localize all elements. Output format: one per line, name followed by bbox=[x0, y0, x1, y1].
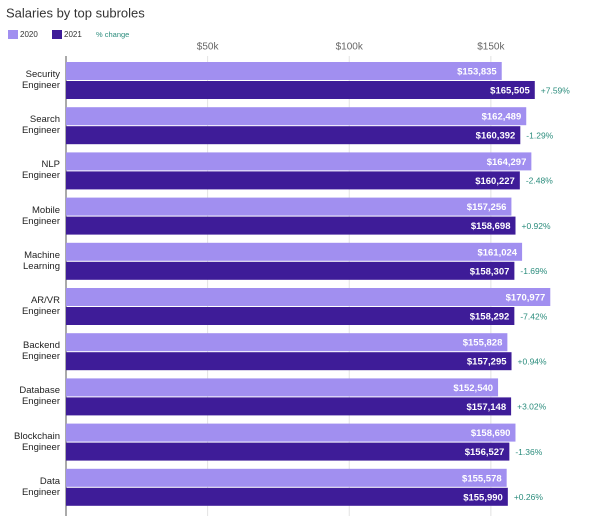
bar bbox=[66, 197, 512, 216]
bar bbox=[66, 378, 499, 397]
value-label: $165,505 bbox=[490, 86, 530, 97]
category-label: Backend Engineer bbox=[21, 340, 60, 363]
value-label: $155,828 bbox=[463, 338, 503, 349]
bar bbox=[66, 81, 535, 99]
category-label: AR/VR Engineer bbox=[21, 295, 60, 317]
value-label: $158,698 bbox=[471, 221, 511, 232]
value-label: $156,527 bbox=[465, 447, 505, 458]
legend-change: % change bbox=[96, 30, 129, 39]
category-label: Database Engineer bbox=[19, 385, 60, 408]
category-label: NLP Engineer bbox=[21, 159, 60, 182]
bar bbox=[66, 62, 502, 80]
category-label: Security Engineer bbox=[21, 69, 60, 91]
legend-swatch bbox=[52, 30, 62, 39]
value-label: $170,977 bbox=[506, 293, 546, 304]
change-label: -1.29% bbox=[526, 130, 553, 140]
category-label: Data Engineer bbox=[21, 475, 60, 498]
value-label: $160,392 bbox=[476, 131, 516, 142]
value-label: $158,307 bbox=[470, 266, 510, 277]
legend-label: 2020 bbox=[20, 30, 38, 39]
change-label: +7.59% bbox=[541, 85, 571, 95]
legend-label: 2021 bbox=[64, 30, 82, 39]
value-label: $155,578 bbox=[462, 473, 502, 484]
value-label: $158,292 bbox=[470, 312, 510, 323]
category-label: Mobile Engineer bbox=[21, 204, 60, 227]
value-label: $153,835 bbox=[457, 67, 497, 78]
bar bbox=[66, 216, 516, 235]
bar bbox=[66, 261, 515, 280]
value-label: $158,690 bbox=[471, 428, 511, 439]
bar bbox=[66, 288, 551, 306]
change-label: +0.94% bbox=[518, 356, 548, 366]
value-label: $160,227 bbox=[475, 176, 515, 187]
value-label: $155,990 bbox=[463, 492, 503, 503]
bar bbox=[66, 152, 532, 171]
bar bbox=[66, 242, 523, 261]
value-label: $161,024 bbox=[477, 247, 517, 258]
legend-swatch bbox=[8, 30, 18, 39]
change-label: -7.42% bbox=[520, 311, 547, 321]
value-label: $157,148 bbox=[466, 402, 506, 413]
change-label: -1.36% bbox=[515, 447, 542, 457]
change-label: -2.48% bbox=[526, 176, 553, 186]
value-label: $157,256 bbox=[467, 202, 507, 213]
bar bbox=[66, 126, 521, 145]
x-tick-label: $100k bbox=[336, 42, 364, 53]
change-label: +0.92% bbox=[522, 221, 552, 231]
change-label: -1.69% bbox=[520, 266, 547, 276]
bar bbox=[66, 468, 507, 487]
category-label: Search Engineer bbox=[21, 114, 60, 137]
value-label: $157,295 bbox=[467, 357, 507, 368]
bar bbox=[66, 333, 508, 352]
bar bbox=[66, 107, 527, 126]
value-label: $162,489 bbox=[482, 112, 522, 123]
category-label: Blockchain Engineer bbox=[14, 430, 60, 453]
category-label: Machine Learning bbox=[23, 249, 60, 272]
bar bbox=[66, 423, 516, 442]
x-tick-label: $50k bbox=[197, 42, 220, 53]
bar bbox=[66, 352, 512, 371]
bar bbox=[66, 442, 510, 461]
bar bbox=[66, 171, 520, 190]
bar bbox=[66, 307, 515, 325]
chart-title: Salaries by top subroles bbox=[6, 5, 145, 20]
value-label: $152,540 bbox=[453, 383, 493, 394]
change-label: +0.26% bbox=[514, 492, 544, 502]
x-tick-label: $150k bbox=[477, 42, 505, 53]
change-label: +3.02% bbox=[517, 402, 547, 412]
value-label: $164,297 bbox=[487, 157, 527, 168]
bar bbox=[66, 487, 508, 506]
bar bbox=[66, 397, 512, 416]
